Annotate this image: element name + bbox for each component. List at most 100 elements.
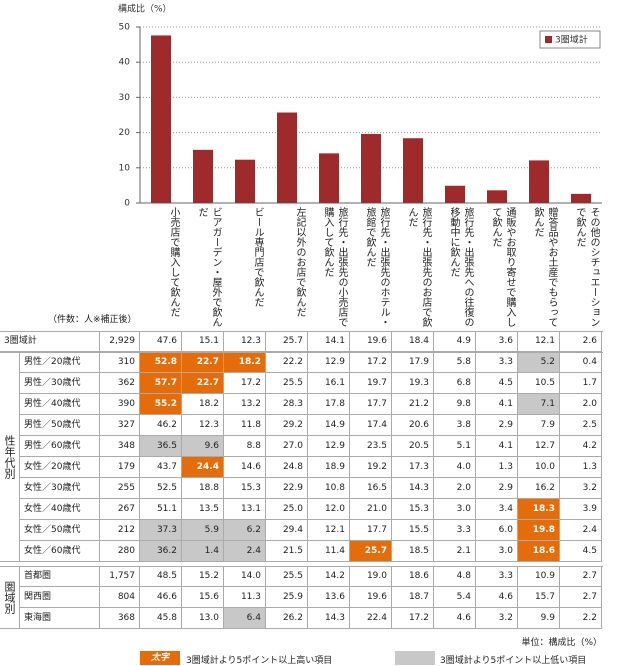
- table-cell: 14.0: [224, 566, 266, 587]
- table-cell: 12.3: [182, 415, 224, 436]
- table-cell: 37.3: [140, 520, 182, 541]
- count-label: （件数：人※補正後）: [48, 315, 137, 325]
- table-cell: 15.3: [224, 478, 266, 499]
- table-cell: 15.6: [182, 587, 224, 608]
- table-cell: 19.6: [350, 587, 392, 608]
- table-cell: 3.3: [476, 566, 518, 587]
- table-cell: 10.8: [308, 478, 350, 499]
- bar: [403, 138, 423, 203]
- table-cell: 18.2: [182, 394, 224, 415]
- y-tick-label: 50: [119, 23, 131, 33]
- table-cell: 15.5: [392, 520, 434, 541]
- table-cell: 25.7: [350, 541, 392, 562]
- table-cell: 16.5: [350, 478, 392, 499]
- row-count: 267: [100, 499, 140, 520]
- legend-high-text: 3圏域計より5ポイント以上高い項目: [186, 656, 333, 666]
- table-cell: 6.8: [434, 373, 476, 394]
- table-cell: 19.7: [350, 373, 392, 394]
- table-cell: 22.2: [266, 352, 308, 373]
- category-label: 旅行先・出張先のホテル・旅館で飲んだ: [364, 207, 389, 327]
- group-label: 圏域別: [0, 566, 20, 629]
- table-cell: 52.5: [140, 478, 182, 499]
- table-cell: 10.9: [518, 566, 560, 587]
- table-cell: 21.5: [266, 541, 308, 562]
- table-cell: 11.4: [308, 541, 350, 562]
- bar: [193, 149, 213, 203]
- table-cell: 36.5: [140, 436, 182, 457]
- table-cell: 2.1: [434, 541, 476, 562]
- table-cell: 17.7: [350, 520, 392, 541]
- table-cell: 14.3: [308, 608, 350, 629]
- group-label: 性年代別: [0, 352, 20, 562]
- table-cell: 13.6: [308, 587, 350, 608]
- row-count: 368: [100, 608, 140, 629]
- table-cell: 14.3: [392, 478, 434, 499]
- table-cell: 4.1: [476, 436, 518, 457]
- table-cell: 4.6: [476, 587, 518, 608]
- category-label: 贈答品やお土産でもらって飲んだ: [532, 207, 557, 327]
- table-cell: 25.5: [266, 373, 308, 394]
- table-cell: 20.6: [392, 415, 434, 436]
- table-cell: 18.4: [392, 331, 434, 352]
- table-cell: 8.8: [224, 436, 266, 457]
- table-cell: 24.8: [266, 457, 308, 478]
- row-label: 男性／20歳代: [20, 352, 100, 373]
- table-cell: 10.0: [518, 457, 560, 478]
- table-cell: 2.9: [476, 478, 518, 499]
- table-cell: 43.7: [140, 457, 182, 478]
- table-cell: 19.2: [350, 457, 392, 478]
- table-cell: 14.1: [308, 331, 350, 352]
- y-tick-label: 0: [124, 199, 130, 209]
- row-label: 3圏域計: [0, 331, 100, 352]
- table-cell: 5.8: [434, 352, 476, 373]
- table-cell: 13.2: [224, 394, 266, 415]
- table-cell: 46.2: [140, 415, 182, 436]
- bar: [235, 159, 255, 203]
- table-cell: 9.6: [182, 436, 224, 457]
- table-cell: 12.9: [308, 352, 350, 373]
- table-cell: 21.0: [350, 499, 392, 520]
- table-cell: 25.0: [266, 499, 308, 520]
- table-cell: 57.7: [140, 373, 182, 394]
- table-cell: 12.7: [518, 436, 560, 457]
- row-count: 362: [100, 373, 140, 394]
- table-cell: 22.7: [182, 373, 224, 394]
- row-count: 390: [100, 394, 140, 415]
- table-cell: 12.1: [518, 331, 560, 352]
- table-cell: 14.6: [224, 457, 266, 478]
- table-cell: 2.9: [476, 415, 518, 436]
- table-cell: 6.2: [224, 520, 266, 541]
- table-cell: 22.7: [182, 352, 224, 373]
- table-cell: 1.3: [476, 457, 518, 478]
- table-cell: 2.4: [224, 541, 266, 562]
- table-cell: 12.0: [308, 499, 350, 520]
- table-cell: 47.6: [140, 331, 182, 352]
- table-cell: 2.2: [560, 608, 602, 629]
- table-cell: 3.3: [434, 520, 476, 541]
- table-cell: 2.7: [560, 587, 602, 608]
- table-cell: 27.0: [266, 436, 308, 457]
- table-cell: 15.2: [182, 566, 224, 587]
- row-count: 327: [100, 415, 140, 436]
- table-cell: 22.4: [350, 608, 392, 629]
- table-cell: 55.2: [140, 394, 182, 415]
- table-cell: 2.6: [560, 331, 602, 352]
- bar: [277, 112, 297, 203]
- bar: [361, 134, 381, 203]
- table-cell: 3.9: [560, 499, 602, 520]
- table-cell: 19.8: [518, 520, 560, 541]
- table-cell: 2.4: [560, 520, 602, 541]
- group-border: [0, 352, 603, 353]
- row-label: 男性／60歳代: [20, 436, 100, 457]
- table-cell: 1.4: [182, 541, 224, 562]
- row-label: 東海圏: [20, 608, 100, 629]
- table-cell: 2.7: [560, 566, 602, 587]
- table-cell: 45.8: [140, 608, 182, 629]
- row-label: 女性／30歳代: [20, 478, 100, 499]
- row-count: 280: [100, 541, 140, 562]
- row-count: 179: [100, 457, 140, 478]
- table-cell: 5.9: [182, 520, 224, 541]
- table-cell: 14.9: [308, 415, 350, 436]
- table-cell: 17.4: [350, 415, 392, 436]
